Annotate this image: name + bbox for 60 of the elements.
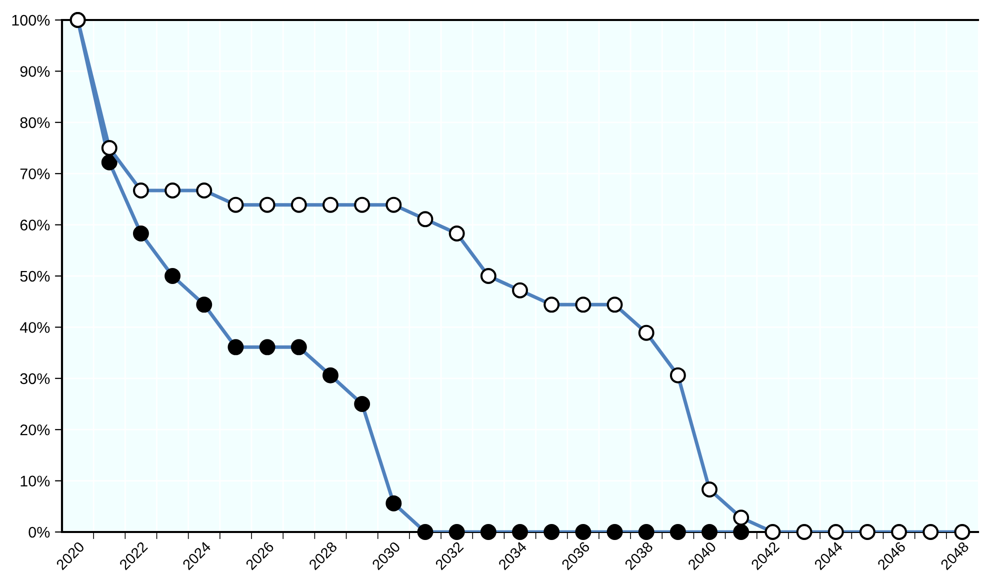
y-tick-label: 80% (20, 117, 50, 128)
y-tick-label: 50% (20, 270, 50, 282)
point (480, 524, 496, 540)
point (164, 268, 181, 284)
point (132, 226, 149, 242)
point (259, 339, 276, 356)
y-tick-label: 100% (12, 14, 50, 26)
point (733, 524, 750, 540)
point (101, 140, 118, 156)
y-tick-label: 40% (20, 322, 50, 333)
point (322, 196, 338, 213)
point (702, 524, 718, 540)
point (354, 196, 370, 213)
y-tick-label: 20% (20, 424, 50, 436)
point (354, 396, 370, 412)
point (638, 524, 654, 540)
point (512, 524, 528, 540)
y-tick-label: 0% (28, 526, 50, 538)
point (670, 524, 686, 540)
point (544, 296, 560, 313)
point (417, 524, 434, 540)
point (417, 211, 434, 228)
point (386, 495, 402, 512)
point (544, 524, 560, 540)
point (132, 182, 149, 198)
point (228, 339, 244, 356)
point (228, 196, 244, 213)
point (733, 510, 750, 526)
point (606, 296, 623, 313)
point (891, 524, 908, 540)
point (638, 324, 654, 341)
point (196, 296, 212, 313)
y-tick-label: 90% (20, 66, 50, 77)
point (828, 524, 844, 540)
y-tick-label: 30% (20, 373, 50, 384)
point (290, 339, 307, 356)
point (764, 524, 781, 540)
y-tick-label: 60% (20, 220, 50, 230)
point (796, 524, 812, 540)
point (859, 524, 876, 540)
point (702, 482, 718, 498)
point (954, 524, 970, 540)
point (575, 296, 592, 313)
y-tick-label: 70% (20, 168, 50, 180)
point (575, 524, 592, 540)
y-tick-label: 10% (20, 476, 50, 486)
point (606, 524, 623, 540)
point (259, 196, 276, 213)
point (480, 268, 496, 284)
point (386, 196, 402, 213)
point (670, 367, 686, 384)
point (922, 524, 939, 540)
point (101, 154, 118, 170)
point (196, 182, 212, 198)
point (322, 367, 338, 384)
point (448, 226, 465, 242)
point (164, 182, 181, 198)
point (290, 196, 307, 213)
point (448, 524, 465, 540)
point (512, 282, 528, 298)
